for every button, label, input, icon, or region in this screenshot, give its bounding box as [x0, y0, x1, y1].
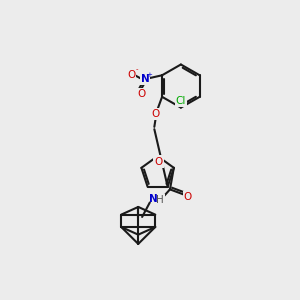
Text: -: -: [136, 66, 138, 72]
Text: O: O: [152, 109, 160, 119]
Text: O: O: [154, 157, 163, 166]
Text: N: N: [141, 74, 149, 84]
Text: +: +: [146, 72, 152, 78]
Text: H: H: [156, 195, 164, 205]
Text: O: O: [127, 70, 135, 80]
Text: O: O: [137, 89, 145, 99]
Text: O: O: [184, 192, 192, 202]
Text: N: N: [148, 194, 157, 204]
Text: Cl: Cl: [176, 96, 186, 106]
